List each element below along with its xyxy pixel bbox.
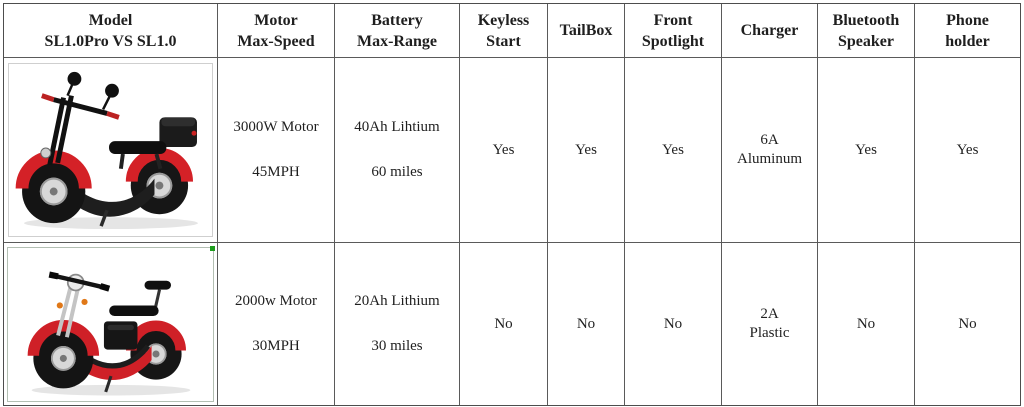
value: Yes xyxy=(662,141,684,158)
scooter-photo-sl10 xyxy=(7,245,215,402)
charger-amps: 6A xyxy=(760,132,779,148)
cell-r2-model-image xyxy=(4,243,218,405)
value: No xyxy=(576,315,596,332)
value: No xyxy=(494,315,513,332)
header-line: Spotlight xyxy=(641,32,705,50)
header-line: Start xyxy=(486,32,521,50)
cell-r2-phone: No xyxy=(915,243,1020,405)
value: Yes xyxy=(855,141,877,158)
header-cell-spotlight: Front Spotlight xyxy=(625,4,722,58)
max-speed: 30MPH xyxy=(252,338,300,354)
header-line: Keyless xyxy=(477,11,530,29)
cell-r2-keyless: No xyxy=(460,243,548,405)
header-cell-keyless: Keyless Start xyxy=(460,4,548,58)
charger-amps: 2A xyxy=(760,306,779,322)
max-range: 30 miles xyxy=(371,338,423,354)
scooter-sl10-image xyxy=(27,271,190,396)
motor-spec: 2000w Motor xyxy=(234,293,318,309)
header-line: Front xyxy=(653,11,693,29)
charger-material: Aluminum xyxy=(736,151,802,167)
cell-r1-keyless: Yes xyxy=(460,58,548,243)
header-line: Max-Range xyxy=(357,32,437,50)
cell-r1-charger: 6A Aluminum xyxy=(722,58,818,243)
header-line: Max-Speed xyxy=(237,32,315,50)
battery-spec: 40Ah Lihtium xyxy=(354,119,440,135)
header-cell-bluetooth: Bluetooth Speaker xyxy=(818,4,915,58)
header-line: SL1.0Pro VS SL1.0 xyxy=(44,32,177,50)
scooter-photo-sl10pro xyxy=(8,63,213,237)
value: No xyxy=(856,315,876,332)
value: Yes xyxy=(575,141,597,158)
header-cell-motor: Motor Max-Speed xyxy=(218,4,335,58)
comparison-table: Model SL1.0Pro VS SL1.0 Motor Max-Speed … xyxy=(3,3,1021,406)
cell-r1-spotlight: Yes xyxy=(625,58,722,243)
max-speed: 45MPH xyxy=(252,164,300,180)
value: No xyxy=(958,315,977,332)
scooter-sl10pro-image xyxy=(15,71,198,230)
cell-r2-tailbox: No xyxy=(548,243,625,405)
header-cell-battery: Battery Max-Range xyxy=(335,4,460,58)
header-line: holder xyxy=(945,32,990,50)
header-line: TailBox xyxy=(559,22,613,39)
header-line: Phone xyxy=(946,11,989,29)
motor-spec: 3000W Motor xyxy=(233,119,319,135)
cell-r2-motor: 2000w Motor 30MPH xyxy=(218,243,335,405)
value: Yes xyxy=(492,141,515,158)
max-range: 60 miles xyxy=(371,164,423,180)
cell-r2-spotlight: No xyxy=(625,243,722,405)
cell-r2-battery: 20Ah Lithium 30 miles xyxy=(335,243,460,405)
header-cell-phone: Phone holder xyxy=(915,4,1020,58)
cell-r1-motor: 3000W Motor 45MPH xyxy=(218,58,335,243)
cell-r1-phone: Yes xyxy=(915,58,1020,243)
cell-r1-tailbox: Yes xyxy=(548,58,625,243)
header-line: Charger xyxy=(740,22,799,39)
cell-r1-bluetooth: Yes xyxy=(818,58,915,243)
value: No xyxy=(663,315,683,332)
header-cell-charger: Charger xyxy=(722,4,818,58)
header-cell-model: Model SL1.0Pro VS SL1.0 xyxy=(4,4,218,58)
cell-r1-battery: 40Ah Lihtium 60 miles xyxy=(335,58,460,243)
charger-material: Plastic xyxy=(749,325,790,341)
selection-handle-green xyxy=(210,245,215,251)
cell-r2-bluetooth: No xyxy=(818,243,915,405)
header-line: Model xyxy=(88,11,133,29)
battery-spec: 20Ah Lithium xyxy=(354,293,440,309)
cell-r1-model-image xyxy=(4,58,218,243)
header-line: Motor xyxy=(254,11,298,29)
value: Yes xyxy=(956,141,979,158)
header-line: Bluetooth xyxy=(832,11,900,29)
cell-r2-charger: 2A Plastic xyxy=(722,243,818,405)
header-line: Speaker xyxy=(838,32,894,50)
header-line: Battery xyxy=(371,11,423,29)
header-cell-tailbox: TailBox xyxy=(548,4,625,58)
